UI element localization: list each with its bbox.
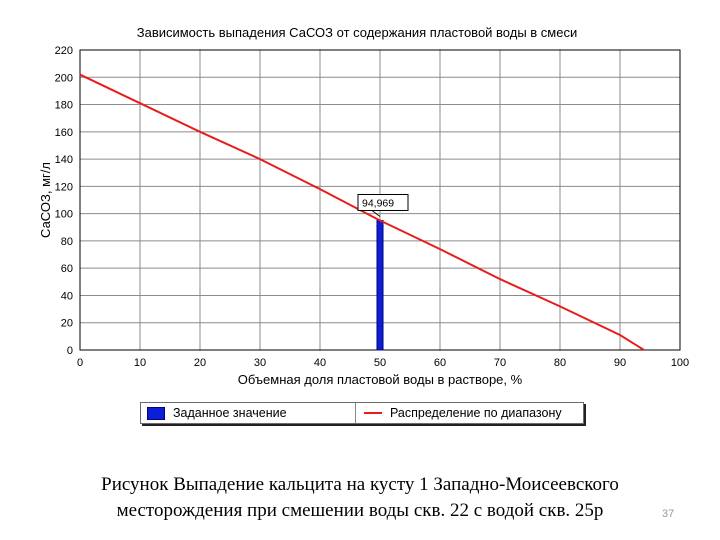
x-tick-label: 20: [194, 357, 206, 369]
y-tick-label: 100: [55, 209, 73, 221]
legend-swatch-bar: [147, 406, 165, 420]
x-tick-label: 50: [374, 357, 386, 369]
distribution-point: [499, 278, 501, 280]
legend-swatch-line: [364, 412, 382, 414]
figure-caption: Рисунок Выпадение кальцита на кусту 1 За…: [40, 472, 680, 524]
y-tick-label: 180: [55, 100, 73, 112]
caption-line-2: месторождения при смешении воды скв. 22 …: [116, 500, 604, 521]
legend-item-range: Распределение по диапазону: [356, 403, 583, 423]
distribution-point: [559, 305, 561, 308]
y-tick-label: 0: [67, 345, 73, 357]
y-tick-label: 200: [55, 72, 73, 84]
y-axis-label: СаСОЗ, мг/л: [38, 162, 53, 238]
distribution-point: [619, 334, 621, 336]
distribution-point: [319, 188, 321, 190]
x-axis-label: Объемная доля пластовой воды в растворе,…: [238, 372, 523, 387]
y-tick-label: 220: [55, 45, 73, 57]
target-value-bar: [376, 219, 384, 351]
y-tick-label: 80: [61, 236, 73, 248]
y-tick-label: 40: [61, 290, 73, 302]
x-tick-label: 60: [434, 357, 446, 369]
y-tick-label: 60: [61, 263, 73, 275]
x-tick-label: 30: [254, 357, 266, 369]
x-tick-label: 10: [134, 357, 146, 369]
y-tick-label: 120: [55, 181, 73, 193]
legend-item-target: Заданное значение: [141, 403, 356, 423]
annotation-box: [357, 193, 409, 211]
distribution-point: [379, 219, 381, 222]
y-tick-label: 140: [55, 154, 73, 166]
x-tick-label: 0: [77, 357, 83, 369]
x-tick-label: 100: [671, 357, 689, 369]
distribution-point: [643, 349, 645, 351]
caption-line-1: Рисунок Выпадение кальцита на кусту 1 За…: [101, 474, 619, 495]
x-tick-label: 90: [614, 357, 626, 369]
legend-label-target: Заданное значение: [173, 406, 287, 420]
distribution-point: [199, 131, 201, 133]
y-tick-label: 20: [61, 318, 73, 330]
annotation-label: 94,969: [362, 197, 394, 209]
distribution-point: [259, 158, 261, 160]
chart-title: Зависимость выпадения СаСОЗ от содержани…: [137, 25, 578, 40]
annotation-leader: [371, 210, 381, 217]
y-tick-label: 160: [55, 127, 73, 139]
distribution-point: [139, 102, 141, 104]
legend-label-range: Распределение по диапазону: [390, 406, 562, 420]
x-tick-label: 80: [554, 357, 566, 369]
legend: Заданное значение Распределение по диапа…: [140, 402, 584, 424]
target-value-marker: [376, 219, 384, 226]
x-tick-label: 70: [494, 357, 506, 369]
distribution-point: [439, 248, 441, 250]
x-tick-label: 40: [314, 357, 326, 369]
distribution-point: [79, 73, 81, 76]
page-number: 37: [662, 508, 675, 520]
